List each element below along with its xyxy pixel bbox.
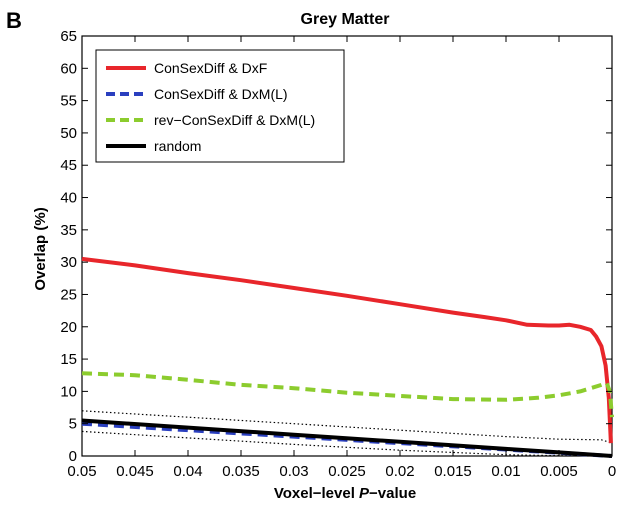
y-tick-label: 65 — [60, 28, 77, 45]
x-axis-label-prefix: Voxel−level — [274, 485, 359, 502]
legend-label-0: ConSexDiff & DxF — [154, 60, 267, 76]
y-tick-label: 55 — [60, 93, 77, 110]
x-axis-label: Voxel−level P−value — [274, 485, 416, 502]
x-tick-label: 0.025 — [328, 463, 366, 480]
x-axis-label-suffix: −value — [369, 485, 416, 502]
x-tick-label: 0.02 — [385, 463, 414, 480]
x-tick-label: 0 — [608, 463, 616, 480]
x-tick-label: 0.05 — [67, 463, 96, 480]
series-line-2 — [81, 371, 614, 418]
legend-label-1: ConSexDiff & DxM(L) — [154, 86, 288, 102]
panel-label: B — [6, 8, 22, 33]
y-tick-label: 50 — [60, 125, 77, 142]
legend-label-2: rev−ConSexDiff & DxM(L) — [154, 112, 315, 128]
y-tick-label: 15 — [60, 351, 77, 368]
y-tick-label: 0 — [69, 448, 77, 465]
x-tick-label: 0.01 — [491, 463, 520, 480]
y-tick-label: 5 — [69, 416, 77, 433]
legend-label-3: random — [154, 138, 201, 154]
random-bound-line-0 — [81, 410, 613, 444]
y-tick-label: 60 — [60, 60, 77, 77]
y-tick-label: 25 — [60, 286, 77, 303]
x-tick-label: 0.045 — [116, 463, 154, 480]
chart-title: Grey Matter — [301, 11, 390, 28]
x-axis-ticks: 0.05 0.045 0.04 0.035 0.03 0.025 0.02 0.015 0.01… — [67, 36, 616, 480]
x-tick-label: 0.04 — [173, 463, 202, 480]
y-tick-label: 40 — [60, 190, 77, 207]
x-tick-label: 0.005 — [540, 463, 578, 480]
y-tick-label: 35 — [60, 222, 77, 239]
series-line-0 — [81, 256, 613, 444]
y-axis-ticks: 0 5 10 15 20 25 30 35 40 45 50 55 60 65 — [60, 28, 612, 465]
y-axis-label: Overlap (%) — [32, 207, 49, 290]
y-tick-label: 20 — [60, 319, 77, 336]
y-tick-label: 10 — [60, 383, 77, 400]
x-tick-label: 0.035 — [222, 463, 260, 480]
y-tick-label: 30 — [60, 254, 77, 271]
y-tick-label: 45 — [60, 157, 77, 174]
x-axis-label-italic: P — [359, 485, 370, 502]
x-tick-label: 0.015 — [434, 463, 472, 480]
x-tick-label: 0.03 — [279, 463, 308, 480]
legend: ConSexDiff & DxF ConSexDiff & DxM(L) rev−C… — [95, 49, 345, 163]
